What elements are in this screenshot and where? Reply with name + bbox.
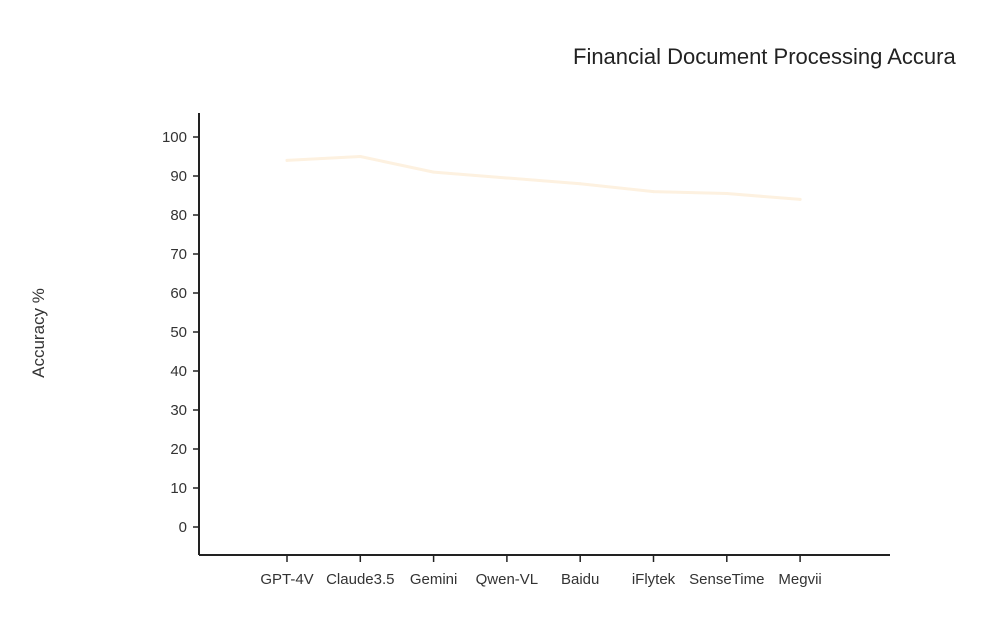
y-axis-title: Accuracy % [29,288,48,378]
x-tick-label: Baidu [561,571,599,588]
data-point [505,176,509,180]
y-tick-label: 40 [170,363,187,380]
data-point [798,197,802,201]
y-tick-label: 70 [170,246,187,263]
data-point [358,155,362,158]
y-tick-label: 20 [170,441,187,458]
data-point [285,158,289,162]
x-tick-label: Megvii [778,571,821,588]
x-tick-label: iFlytek [632,571,676,588]
y-tick-label: 50 [170,324,187,341]
y-tick-label: 80 [170,207,187,224]
y-ticks: 0 10 20 30 40 50 60 70 80 90 100 [162,129,199,536]
data-point [725,192,729,196]
data-point [652,190,655,194]
y-tick-label: 100 [162,129,187,146]
data-point [578,182,582,186]
x-axis: GPT-4V Claude3.5 Gemini Qwen-VL Baidu iFlytek… [199,554,890,588]
x-tick-label: Claude3.5 [326,571,394,588]
x-tick-label: Gemini [410,571,458,588]
y-tick-label: 60 [170,285,187,302]
chart-title: Financial Document Processing Accura [573,44,956,69]
y-axis: 0 10 20 30 40 50 60 70 80 90 100 [162,113,200,555]
x-tick-label: GPT-4V [260,571,313,588]
y-tick-label: 30 [170,402,187,419]
series-line [285,155,802,201]
y-tick-label: 0 [179,519,187,536]
series-layer [285,155,802,201]
data-point [432,170,436,174]
x-ticks: GPT-4V Claude3.5 Gemini Qwen-VL Baidu iFlytek… [260,555,822,588]
y-tick-label: 10 [170,480,187,497]
x-tick-label: SenseTime [689,571,764,588]
x-tick-label: Qwen-VL [476,571,539,588]
y-tick-label: 90 [170,168,187,185]
